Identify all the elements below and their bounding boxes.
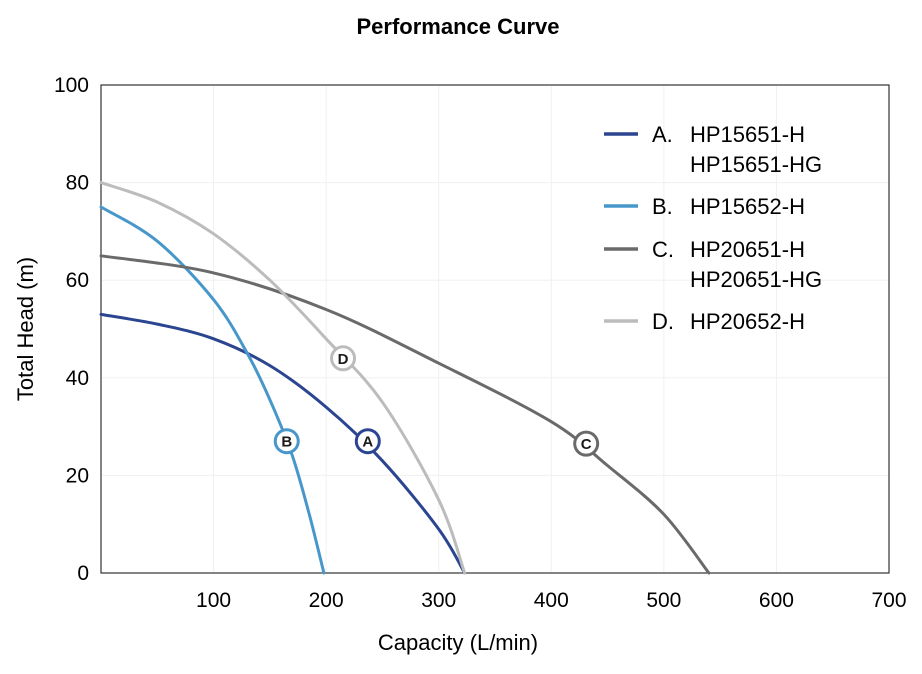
legend-model: HP20652-H	[690, 309, 805, 334]
x-tick-label: 200	[309, 589, 344, 612]
curve-d	[99, 181, 467, 575]
x-axis-ticks: 100 200 300 400 500 600 700	[196, 589, 906, 612]
y-axis-ticks: 0 20 40 60 80 100	[54, 74, 89, 585]
curve-marker-label: D	[338, 351, 349, 368]
curve-c	[99, 254, 711, 575]
curve-marker-label: B	[281, 434, 292, 451]
legend: A. HP15651-H HP15651-HG B. HP15652-H C. HP2065…	[604, 122, 822, 334]
legend-letter: B.	[652, 194, 673, 219]
curve-marker-label: A	[362, 434, 373, 451]
legend-model: HP20651-H	[690, 237, 805, 262]
x-tick-label: 500	[646, 589, 681, 612]
chart-title: Performance Curve	[357, 14, 560, 39]
x-tick-label: 700	[871, 589, 906, 612]
curve-a	[99, 312, 467, 575]
curve-b	[99, 205, 326, 575]
legend-model: HP20651-HG	[690, 267, 822, 292]
x-axis-label: Capacity (L/min)	[378, 630, 538, 655]
x-tick-label: 100	[196, 589, 231, 612]
legend-letter: C.	[652, 237, 674, 262]
x-tick-label: 600	[759, 589, 794, 612]
y-tick-label: 0	[77, 562, 89, 585]
y-tick-label: 40	[66, 367, 89, 390]
curve-marker-d	[330, 345, 357, 372]
plot-area-frame	[100, 84, 890, 574]
x-tick-label: 400	[534, 589, 569, 612]
curve-markers-layer: A B C D	[273, 345, 600, 457]
x-tick-label: 300	[421, 589, 456, 612]
y-tick-label: 80	[66, 172, 89, 195]
legend-letter: A.	[652, 122, 673, 147]
curve-marker-b	[273, 428, 300, 455]
y-tick-label: 100	[54, 74, 89, 97]
y-tick-label: 20	[66, 464, 89, 487]
y-tick-label: 60	[66, 269, 89, 292]
curve-marker-label: C	[581, 436, 592, 453]
y-axis-label: Total Head (m)	[13, 257, 38, 401]
legend-model: HP15652-H	[690, 194, 805, 219]
curve-marker-a	[354, 428, 381, 455]
legend-letter: D.	[652, 309, 674, 334]
legend-model: HP15651-H	[690, 122, 805, 147]
legend-model: HP15651-HG	[690, 152, 822, 177]
curves-layer	[99, 181, 711, 575]
curve-marker-c	[573, 430, 600, 457]
